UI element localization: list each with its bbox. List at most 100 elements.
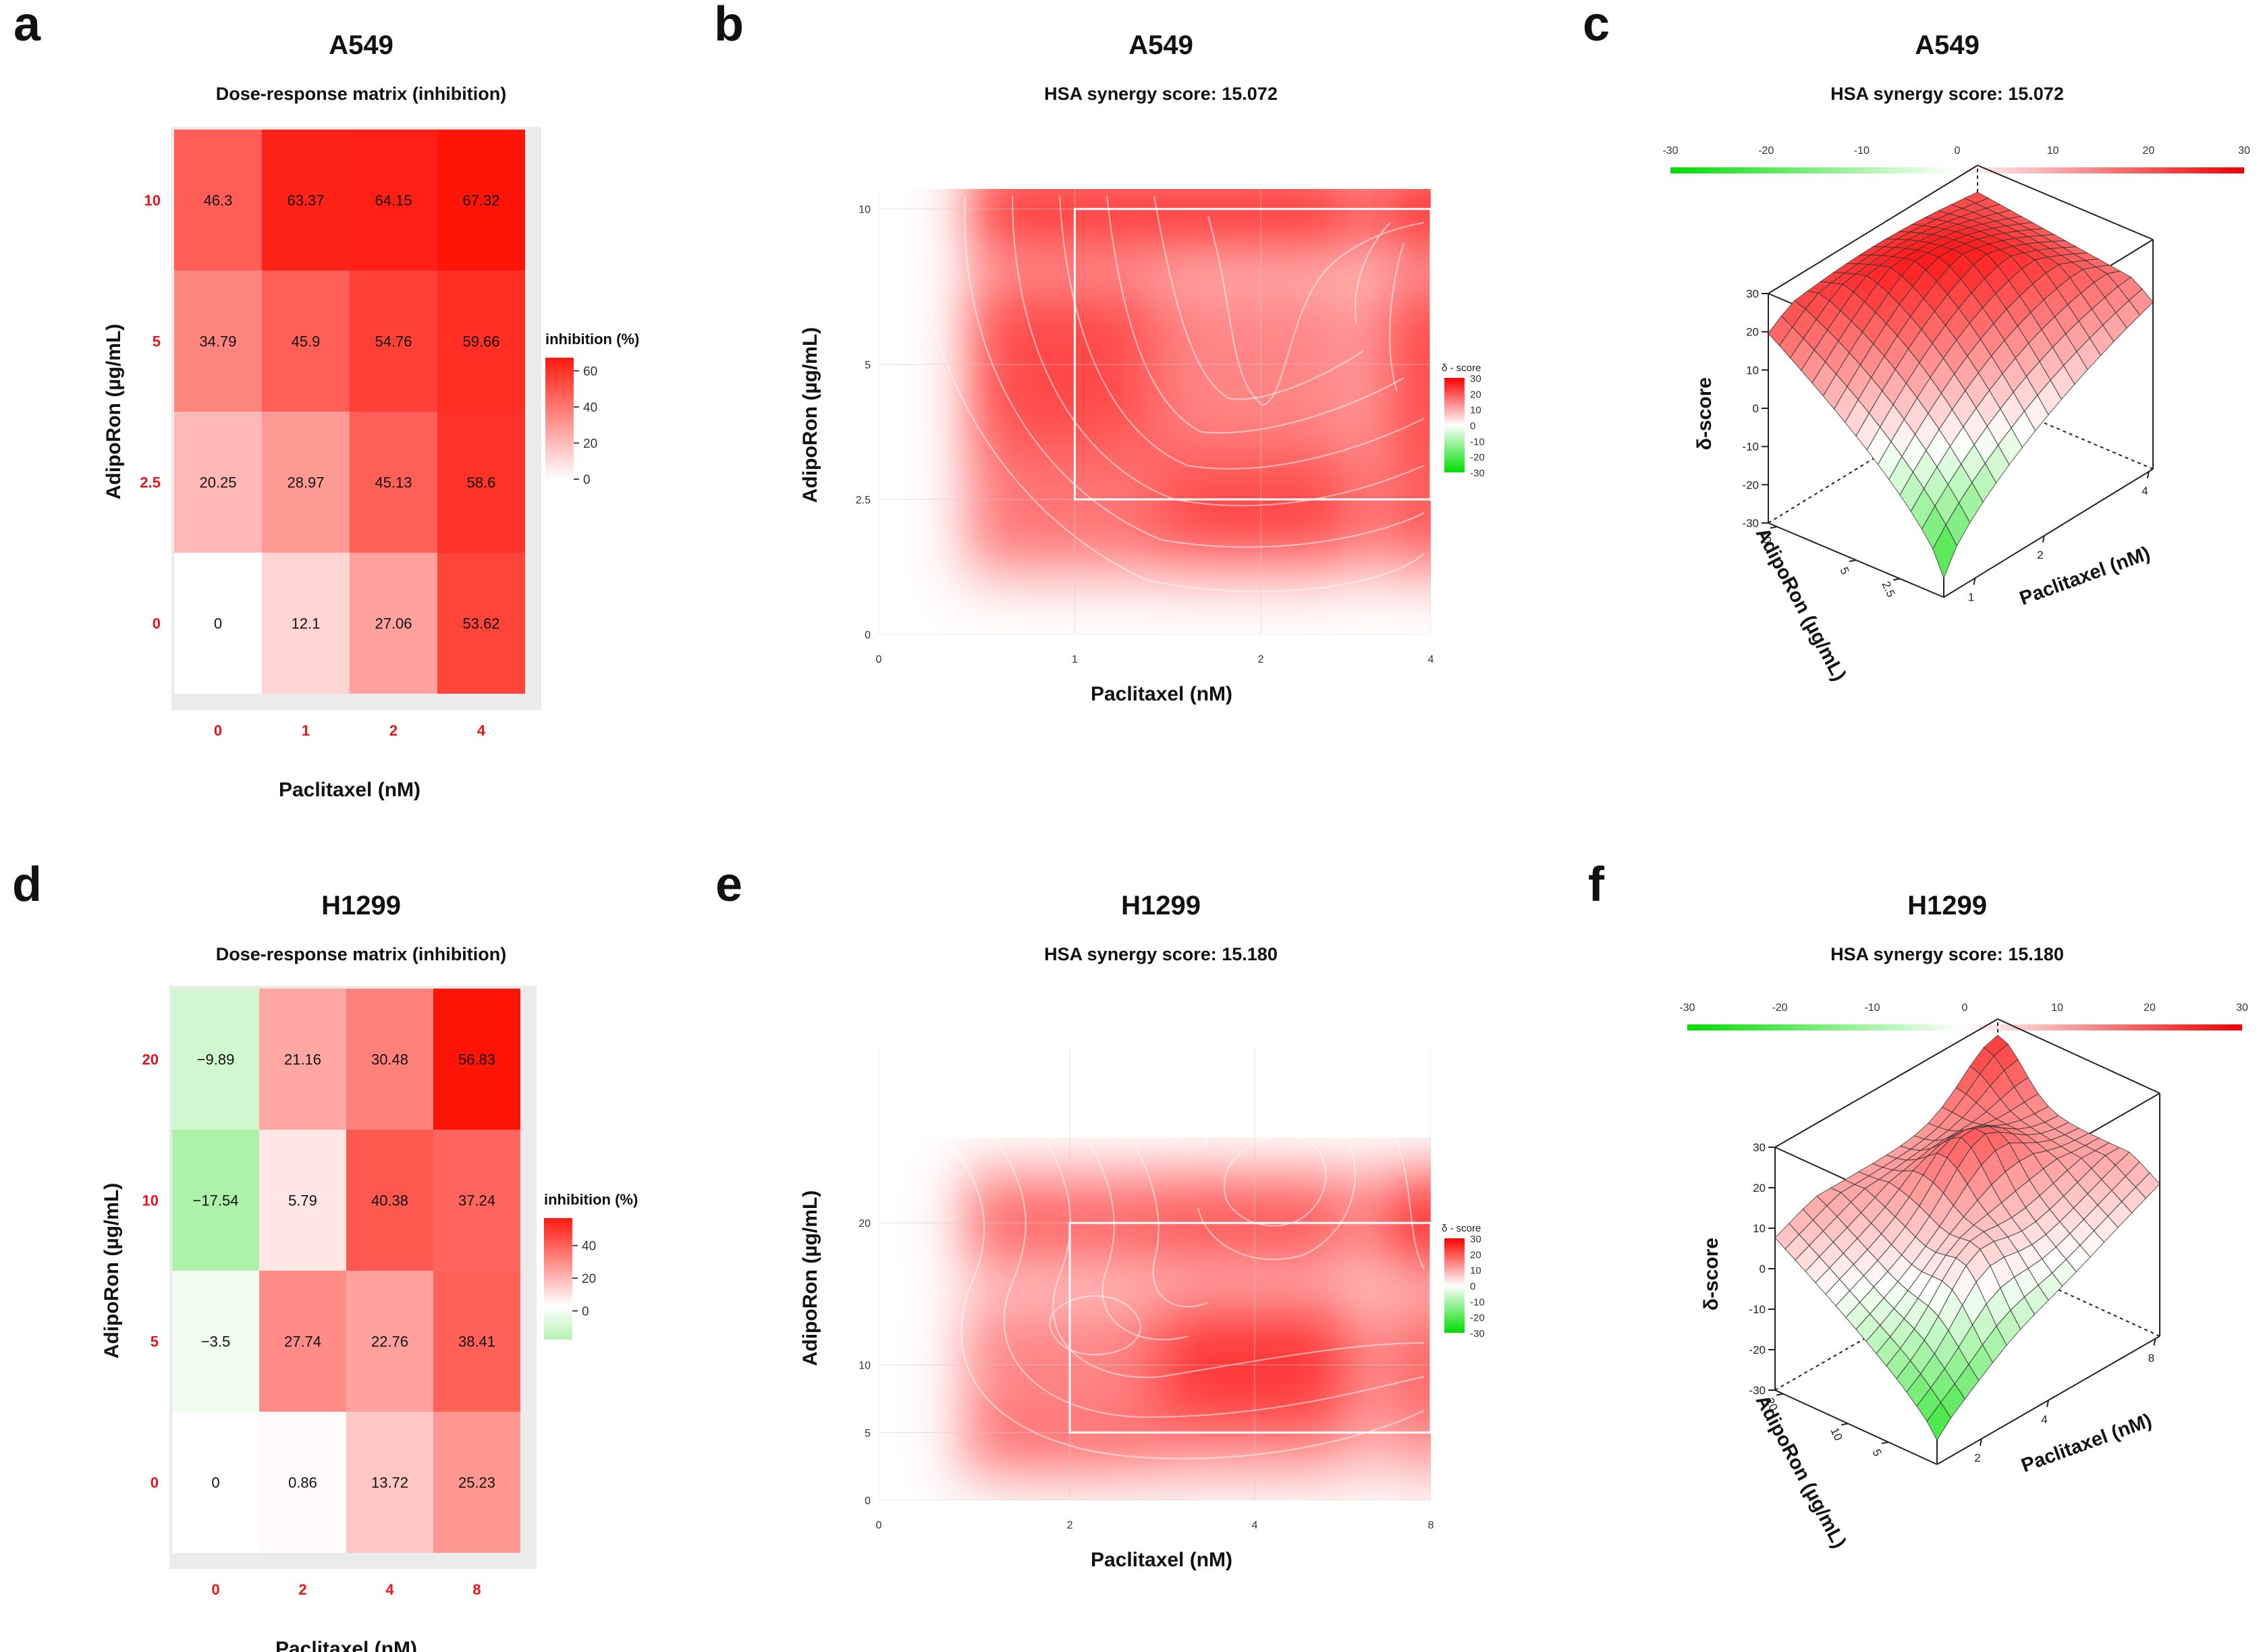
panel-f-title: H1299 xyxy=(1907,891,1987,920)
panel-b-plot-area xyxy=(879,189,1431,634)
panel-d-cell-label: 27.74 xyxy=(284,1333,321,1350)
panel-a-y-label: AdipoRon (µg/mL) xyxy=(103,324,125,500)
panel-f-colorbar-tick: 10 xyxy=(2051,1002,2063,1014)
panel-d-cell-label: 56.83 xyxy=(458,1051,495,1068)
panel-b-contour-line xyxy=(964,195,1425,548)
panel-a-cell xyxy=(437,412,525,553)
panel-a-cell xyxy=(262,553,350,694)
panel-d-cell xyxy=(346,1271,433,1412)
panel-a-x-tick: 0 xyxy=(214,722,222,739)
panel-e-contour-line xyxy=(1223,1135,1327,1227)
panel-b-legend-tick: 30 xyxy=(1470,373,1481,385)
panel-a-x-tick: 1 xyxy=(302,722,310,739)
panel-letter-d: d xyxy=(12,858,42,912)
panel-e-subtitle: HSA synergy score: 15.180 xyxy=(1044,944,1278,964)
panel-d-cell-label: −3.5 xyxy=(201,1333,230,1350)
panel-d-legend-bar xyxy=(544,1218,572,1340)
panel-c-z-tick: -20 xyxy=(1742,478,1759,491)
panel-letter-e: e xyxy=(715,858,742,912)
panel-c-y-tick: 5 xyxy=(1837,565,1851,576)
panel-d-cell xyxy=(433,989,520,1130)
panel-b-y-tick: 2.5 xyxy=(856,495,871,506)
panel-b-legend-tick: 0 xyxy=(1470,420,1475,432)
panel-b-subtitle: HSA synergy score: 15.072 xyxy=(1044,84,1278,104)
panel-d-x-label: Paclitaxel (nM) xyxy=(275,1638,417,1652)
panel-b-y-label: AdipoRon (µg/mL) xyxy=(799,327,821,503)
panel-a-cell xyxy=(437,271,525,412)
panel-f-y-tick-mark xyxy=(1776,1393,1784,1396)
panel-c-y-tick-mark xyxy=(1770,526,1778,529)
panel-b-y-tick: 0 xyxy=(865,630,871,641)
panel-c-colorbar xyxy=(1670,167,2244,173)
panel-d-cell-label: 13.72 xyxy=(371,1475,408,1491)
panel-d-cell-label: 30.48 xyxy=(371,1051,408,1068)
panel-a-legend-tick: 60 xyxy=(583,365,597,379)
panel-a-cell-label: 45.9 xyxy=(292,333,321,350)
panel-c-x-tick: 1 xyxy=(1968,591,1974,604)
panel-e-contour-line xyxy=(1049,1295,1142,1356)
panel-d-cell xyxy=(433,1412,520,1553)
panel-a-cell-label: 46.3 xyxy=(204,192,233,209)
panel-d-y-tick: 20 xyxy=(142,1051,159,1068)
panel-e-y-tick: 0 xyxy=(865,1495,871,1507)
panel-d-x-tick: 4 xyxy=(385,1581,394,1598)
panel-e-contour-line xyxy=(1197,1108,1356,1261)
panel-a-legend-tick: 0 xyxy=(583,473,591,487)
panel-c-box-edge xyxy=(1977,165,2154,240)
panel-e-plot-area xyxy=(879,1049,1431,1500)
panel-d-cell xyxy=(172,1271,259,1412)
panel-letter-a: a xyxy=(13,0,41,51)
panel-b-contour-line xyxy=(1207,215,1425,406)
panel-d-cell-label: 0.86 xyxy=(288,1475,317,1491)
panel-a-cell xyxy=(350,412,437,553)
panel-a-subtitle: Dose-response matrix (inhibition) xyxy=(216,84,507,104)
panel-a-legend-title: inhibition (%) xyxy=(545,331,639,348)
panel-a-y-tick: 5 xyxy=(153,333,161,350)
panel-d-cell-label: 0 xyxy=(211,1475,219,1491)
panel-d-cell xyxy=(259,989,346,1130)
panel-b-contour-line xyxy=(1153,195,1364,400)
panel-a-cell xyxy=(174,553,262,694)
panel-e-y-tick: 5 xyxy=(865,1428,871,1439)
panel-d-cell xyxy=(259,1412,346,1553)
panel-b-legend-title: δ - score xyxy=(1442,362,1481,374)
panel-c-box-edge xyxy=(1943,468,2154,598)
panel-d-cell xyxy=(433,1130,520,1271)
panel-e-legend-tick: 20 xyxy=(1470,1249,1481,1261)
panel-c-colorbar-tick: 30 xyxy=(2238,145,2250,157)
panel-c-y-tick: 2.5 xyxy=(1879,579,1897,599)
panel-f-z-tick: 10 xyxy=(1753,1222,1766,1235)
panel-a-cell xyxy=(437,130,525,271)
panel-e-contour-line xyxy=(1268,1066,1425,1094)
panel-f-x-tick-mark xyxy=(2046,1400,2049,1408)
panel-e-y-tick: 20 xyxy=(859,1218,871,1230)
panel-b-legend-tick: -10 xyxy=(1470,436,1485,447)
panel-d-x-tick: 0 xyxy=(211,1581,219,1598)
panel-f-surface xyxy=(1774,1035,2160,1441)
panel-a-cell-label: 28.97 xyxy=(287,474,324,491)
panel-e-x-tick: 4 xyxy=(1252,1520,1258,1531)
panel-c-colorbar-tick: 10 xyxy=(2047,145,2059,157)
panel-c-title: A549 xyxy=(1915,30,1980,60)
panel-a-x-tick: 4 xyxy=(477,722,486,739)
panel-c-x-tick-mark xyxy=(2042,535,2045,543)
panel-c-x-tick-mark xyxy=(2146,471,2150,478)
panel-b-title: A549 xyxy=(1128,30,1193,60)
panel-a-cell xyxy=(350,271,437,412)
panel-d-cell xyxy=(259,1130,346,1271)
panel-b-x-tick: 2 xyxy=(1258,654,1264,665)
panel-a-cell xyxy=(262,130,350,271)
panel-c-colorbar-tick: -10 xyxy=(1854,145,1870,157)
panel-a-cell-label: 45.13 xyxy=(375,474,412,491)
panel-d-cell xyxy=(346,1412,433,1553)
panel-c-x-tick-mark xyxy=(1973,578,1976,585)
panel-d-cell xyxy=(259,1271,346,1412)
panel-c-colorbar-tick: -30 xyxy=(1662,145,1678,157)
panel-a-cell-label: 0 xyxy=(214,615,222,632)
panel-b-x-tick: 1 xyxy=(1072,654,1078,665)
panel-c-z-tick: 20 xyxy=(1746,326,1759,339)
panel-a-cell-label: 64.15 xyxy=(375,192,412,209)
panel-a-legend-tick: 40 xyxy=(583,401,597,415)
panel-b-y-tick: 10 xyxy=(859,204,871,216)
panel-d-cell xyxy=(433,1271,520,1412)
